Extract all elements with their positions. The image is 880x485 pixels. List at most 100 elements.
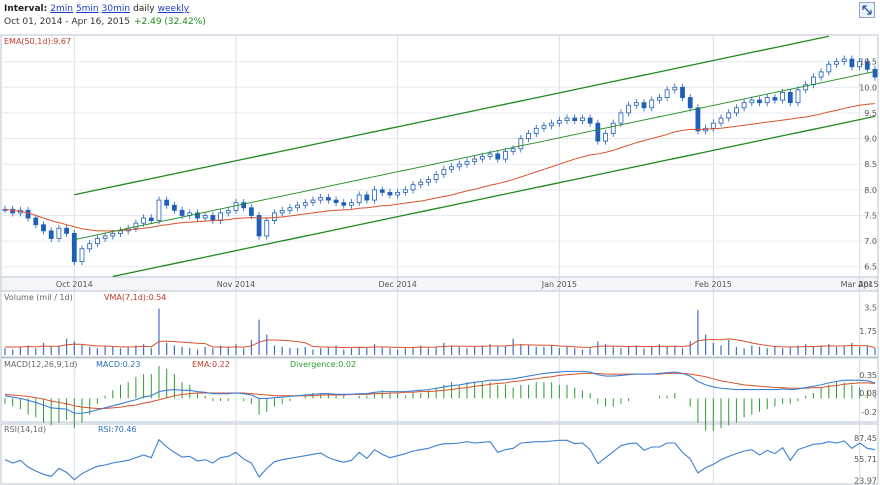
candle-body [302,202,308,206]
candle-body [333,199,339,204]
interval-weekly-link[interactable]: weekly [157,4,190,14]
candle-body [472,158,478,163]
macd-panel[interactable] [4,365,876,431]
candle-body [426,179,431,183]
candle-body [210,215,216,221]
macd-tick-label: 0.35 [859,371,877,380]
candle-body [256,215,262,237]
candle-body [826,63,832,73]
candle-body [803,84,809,91]
candle-body [341,202,347,206]
panel-frames [0,34,879,485]
candle-body [48,230,54,239]
candle-body [272,212,277,221]
panel-legends: EMA(50,1d):9.67 Volume (mil / 1d) VMA(7,1d… [4,37,356,434]
vma-line [4,338,876,349]
candle-body [734,107,739,114]
candle-body [641,102,647,109]
candle-body [33,217,39,226]
candle-body [533,127,539,134]
candle-body [56,227,62,239]
interval-30min-link[interactable]: 30min [101,4,131,14]
date-tick-label: Oct 2014 [56,280,93,289]
price-tick-label: 8.0 [864,186,877,195]
candle-body [479,156,485,160]
date-tick-label: Dec 2014 [378,280,416,289]
candle-body [849,58,855,68]
candle-body [549,122,555,127]
candle-body [295,204,300,209]
candle-body [287,207,293,211]
candle-body [757,99,762,104]
price-tick-label: 7.0 [864,237,877,246]
candle-body [857,61,863,68]
panel-frame [0,357,879,423]
candle-body [572,117,578,122]
candle-body [518,138,524,150]
ema-line [4,103,876,232]
macd-divergence-legend: Divergence:0.02 [290,360,356,369]
candle-body [25,209,31,219]
macd-params-legend: MACD(12,26,9,1d) [4,360,77,369]
candle-body [110,233,116,237]
candle-body [171,204,177,211]
candle-body [64,227,69,234]
candle-body [603,133,608,142]
candle-body [94,238,100,245]
candle-body [864,61,870,70]
candle-body [102,235,108,239]
candle-body [202,215,208,219]
price-tick-label: 8.5 [864,160,877,169]
fullscreen-button[interactable] [859,2,875,18]
candle-body [148,217,154,221]
panel-frame [0,34,879,312]
candle-body [618,112,624,124]
date-tick-label: Nov 2014 [217,280,256,289]
candle-body [657,97,662,101]
candle-body [626,104,632,114]
candle-body [225,209,231,214]
candle-body [264,220,270,237]
candle-body [372,189,377,201]
ema-legend: EMA(50,1d):9.67 [4,37,71,46]
price-tick-label: 9.0 [864,135,877,144]
interval-selector: Interval: 2min 5min 30min daily weekly [4,4,189,15]
candle-body [764,97,770,104]
candle-body [364,194,370,201]
candle-body [456,163,462,168]
candle-body [695,107,701,132]
candle-body [241,202,247,209]
candle-body [387,191,393,196]
rsi-line [4,438,876,481]
candle-body [156,199,162,221]
candle-body [141,217,146,224]
rsi-params-legend: RSI(14,1d) [4,425,46,434]
candle-body [433,174,439,180]
date-tick-label: Apr [858,280,873,289]
candle-body [718,117,724,124]
candle-body [526,133,531,139]
candle-body [872,68,878,78]
candle-body [680,86,685,98]
candle-body [395,191,401,196]
candle-body [818,71,824,78]
interval-label: Interval: [4,4,48,14]
interval-5min-link[interactable]: 5min [75,4,99,14]
interval-2min-link[interactable]: 2min [50,4,73,14]
candle-body [772,97,778,101]
candle-body [410,184,416,191]
candle-body [449,166,454,170]
candle-body [726,112,732,119]
volume-panel[interactable] [4,308,876,355]
candle-body [118,230,123,234]
candle-body [564,117,570,122]
panel-frame [0,290,879,358]
price-panel[interactable] [2,35,878,278]
date-range: Oct 01, 2014 - Apr 16, 2015 [4,17,130,27]
macd-value-legend: MACD:0.23 [96,360,141,369]
macd-signal-line [4,372,876,410]
candle-body [349,202,354,206]
regression-channel-line [74,35,829,196]
rsi-panel[interactable] [4,438,876,481]
candle-body [541,125,547,129]
